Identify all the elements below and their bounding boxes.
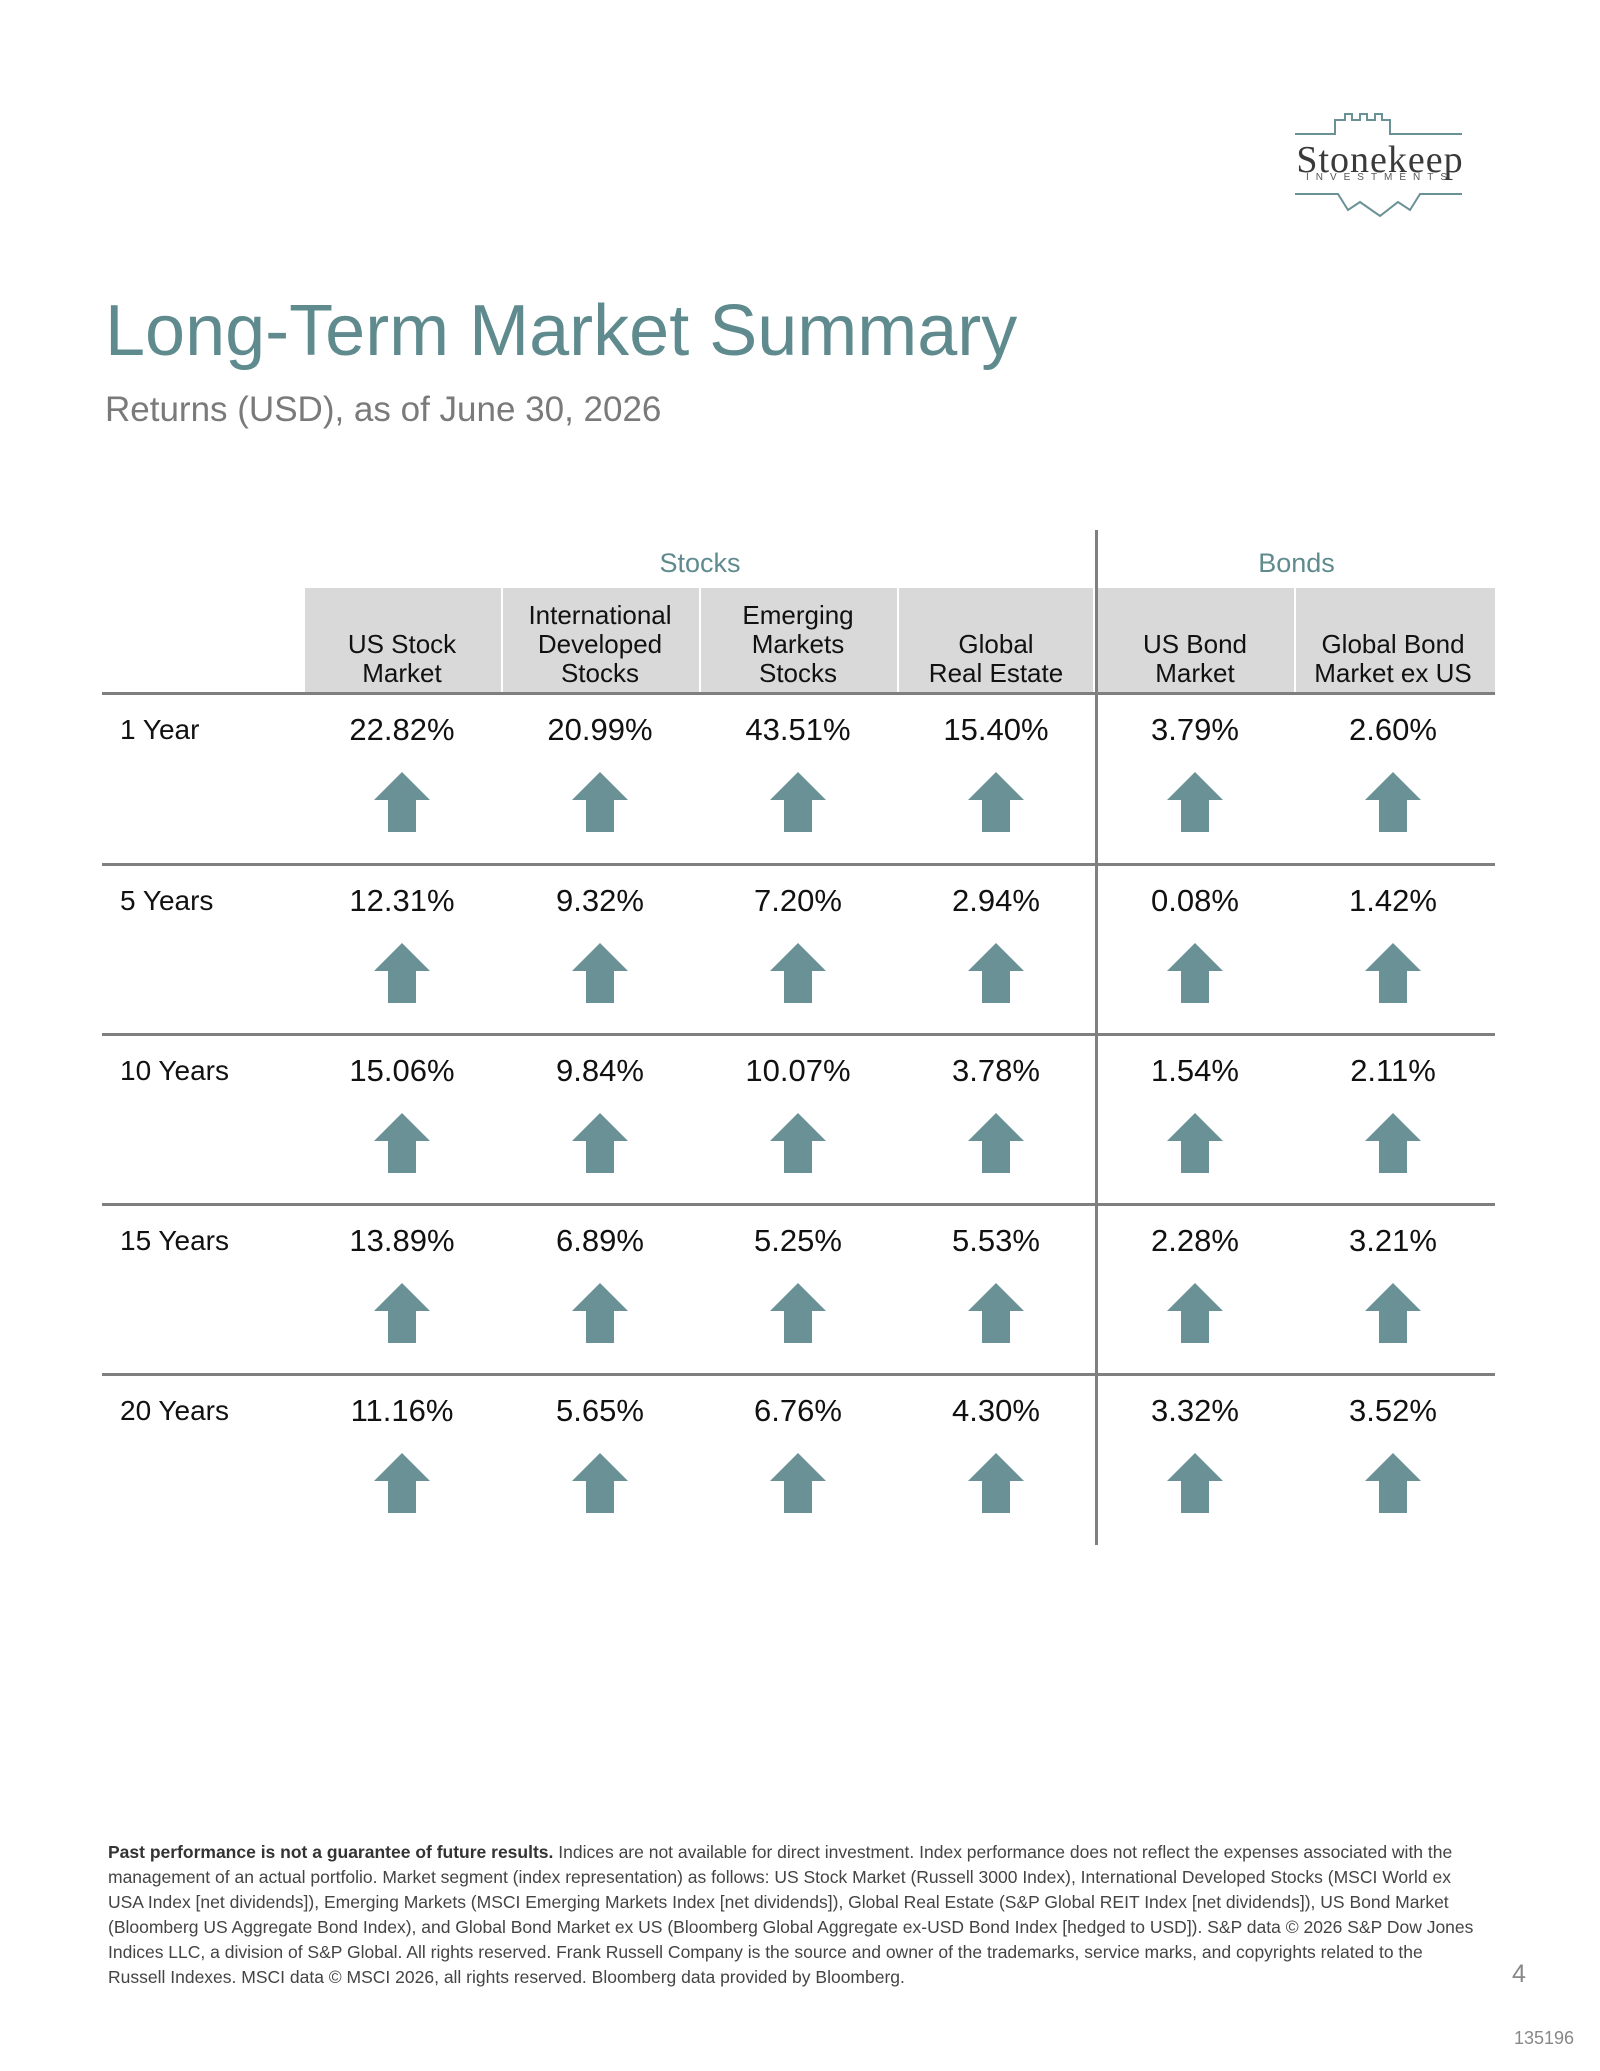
return-value: 15.40%: [943, 712, 1049, 747]
up-arrow-icon: [1167, 772, 1223, 832]
page-title: Long-Term Market Summary: [105, 291, 1018, 371]
return-value: 0.08%: [1151, 883, 1239, 918]
return-value: 2.94%: [952, 883, 1040, 918]
return-value: 9.32%: [556, 883, 644, 918]
return-value: 9.84%: [556, 1053, 644, 1088]
up-arrow-icon: [1167, 943, 1223, 1003]
bonds-header-background: [1098, 588, 1495, 692]
up-arrow-icon: [770, 943, 826, 1003]
row-divider: [102, 692, 1495, 695]
disclaimer-lead: Past performance is not a guarantee of f…: [108, 1842, 554, 1862]
return-value: 4.30%: [952, 1393, 1040, 1428]
return-value: 15.06%: [349, 1053, 455, 1088]
row-label: 5 Years: [120, 885, 214, 916]
row-label: 15 Years: [120, 1225, 229, 1256]
return-value: 13.89%: [349, 1223, 455, 1258]
return-value: 3.52%: [1349, 1393, 1437, 1428]
return-value: 3.79%: [1151, 712, 1239, 747]
up-arrow-icon: [374, 1283, 430, 1343]
up-arrow-icon: [374, 1113, 430, 1173]
group-label-stocks: Stocks: [659, 548, 741, 578]
column-header: US Bond Market: [1142, 629, 1248, 688]
up-arrow-icon: [968, 1113, 1024, 1173]
row-label: 20 Years: [120, 1395, 229, 1426]
return-value: 5.25%: [754, 1223, 842, 1258]
return-value: 5.53%: [952, 1223, 1040, 1258]
row-divider: [102, 1203, 1495, 1206]
up-arrow-icon: [374, 772, 430, 832]
up-arrow-icon: [770, 1283, 826, 1343]
return-value: 11.16%: [350, 1393, 454, 1428]
return-value: 22.82%: [349, 712, 455, 747]
return-value: 10.07%: [745, 1053, 851, 1088]
up-arrow-icon: [1365, 943, 1421, 1003]
return-value: 43.51%: [745, 712, 851, 747]
row-label: 10 Years: [120, 1055, 229, 1086]
column-header: US Stock Market: [347, 629, 457, 688]
return-value: 3.78%: [952, 1053, 1040, 1088]
header-column-separator: [1294, 588, 1296, 692]
header-column-separator: [501, 588, 503, 692]
return-value: 2.11%: [1350, 1053, 1436, 1088]
row-divider: [102, 863, 1495, 866]
row-divider: [102, 1033, 1495, 1036]
up-arrow-icon: [1365, 1113, 1421, 1173]
up-arrow-icon: [968, 943, 1024, 1003]
logo-subtitle: INVESTMENTS: [1305, 172, 1455, 183]
group-label-bonds: Bonds: [1258, 548, 1335, 578]
header-column-separator: [897, 588, 899, 692]
page-number: 4: [1512, 1960, 1526, 1988]
page-subtitle: Returns (USD), as of June 30, 2026: [105, 390, 662, 429]
return-value: 7.20%: [754, 883, 842, 918]
up-arrow-icon: [1365, 1453, 1421, 1513]
up-arrow-icon: [968, 1283, 1024, 1343]
up-arrow-icon: [968, 772, 1024, 832]
return-value: 3.32%: [1151, 1393, 1239, 1428]
up-arrow-icon: [572, 1113, 628, 1173]
document-id: 135196: [1514, 2028, 1575, 2048]
up-arrow-icon: [770, 1113, 826, 1173]
disclaimer-footnote: Past performance is not a guarantee of f…: [108, 1840, 1478, 1990]
up-arrow-icon: [1365, 772, 1421, 832]
up-arrow-icon: [572, 1283, 628, 1343]
up-arrow-icon: [572, 772, 628, 832]
up-arrow-icon: [770, 772, 826, 832]
return-value: 20.99%: [547, 712, 653, 747]
column-header: Global Real Estate: [928, 629, 1064, 688]
return-value: 2.28%: [1151, 1223, 1239, 1258]
up-arrow-icon: [1365, 1283, 1421, 1343]
up-arrow-icon: [572, 943, 628, 1003]
up-arrow-icon: [770, 1453, 826, 1513]
column-header: International Developed Stocks: [528, 600, 672, 688]
up-arrow-icon: [374, 943, 430, 1003]
return-value: 1.42%: [1349, 883, 1437, 918]
up-arrow-icon: [968, 1453, 1024, 1513]
column-header: Emerging Markets Stocks: [742, 600, 854, 688]
up-arrow-icon: [374, 1453, 430, 1513]
row-label: 1 Year: [120, 714, 200, 745]
up-arrow-icon: [572, 1453, 628, 1513]
castle-outline-icon: [1295, 113, 1462, 218]
return-value: 3.21%: [1349, 1223, 1437, 1258]
column-header: Global Bond Market ex US: [1314, 629, 1472, 688]
stocks-bonds-divider: [1095, 530, 1098, 1545]
row-divider: [102, 1373, 1495, 1376]
up-arrow-icon: [1167, 1113, 1223, 1173]
up-arrow-icon: [1167, 1453, 1223, 1513]
return-value: 12.31%: [349, 883, 455, 918]
logo-wordmark: Stonekeep: [1296, 139, 1464, 181]
disclaimer-body: Indices are not available for direct inv…: [108, 1842, 1474, 1987]
return-value: 6.76%: [754, 1393, 842, 1428]
company-logo: Stonekeep INVESTMENTS: [1260, 110, 1500, 220]
return-value: 1.54%: [1151, 1053, 1239, 1088]
return-value: 6.89%: [556, 1223, 644, 1258]
return-value: 2.60%: [1349, 712, 1437, 747]
header-column-separator: [699, 588, 701, 692]
return-value: 5.65%: [556, 1393, 644, 1428]
up-arrow-icon: [1167, 1283, 1223, 1343]
